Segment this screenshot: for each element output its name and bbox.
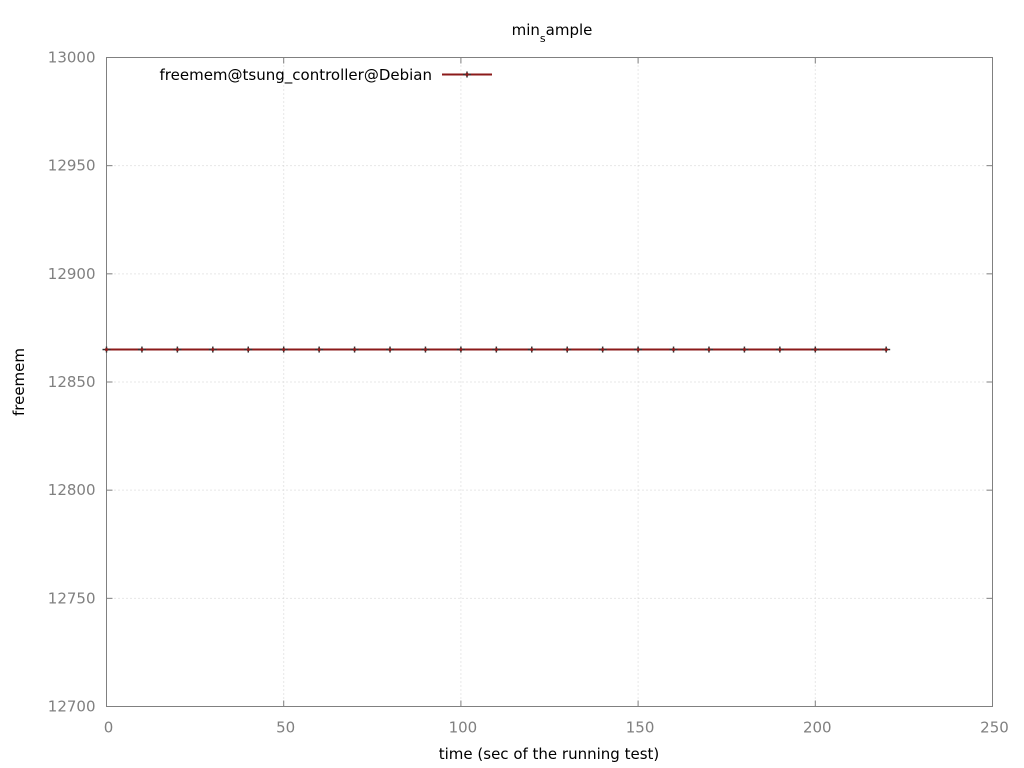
chart-title: minsample xyxy=(512,21,593,45)
data-point xyxy=(811,346,820,353)
data-point xyxy=(386,346,395,353)
marker-dot xyxy=(388,347,392,352)
marker-dot xyxy=(423,347,428,352)
marker-dot xyxy=(459,347,463,352)
data-point xyxy=(350,346,359,353)
marker-dot xyxy=(465,72,469,77)
marker-dot xyxy=(707,347,711,352)
legend-label: freemem@tsung_controller@Debian xyxy=(160,66,432,85)
data-point xyxy=(704,346,713,353)
y-tick-label: 12900 xyxy=(48,265,96,283)
legend: freemem@tsung_controller@Debian xyxy=(160,66,492,85)
marker-dot xyxy=(778,347,782,352)
x-tick-label: 0 xyxy=(104,719,114,737)
x-axis-title: time (sec of the running test) xyxy=(439,745,660,763)
data-point xyxy=(456,346,465,353)
x-tick-label: 150 xyxy=(626,719,655,737)
marker-dot xyxy=(884,347,888,352)
marker-dot xyxy=(671,347,676,352)
data-point xyxy=(421,346,430,353)
data-point xyxy=(634,346,643,353)
data-point xyxy=(102,346,111,353)
marker-dot xyxy=(352,347,357,352)
data-point xyxy=(315,346,324,353)
marker-dot xyxy=(494,347,498,352)
marker-dot xyxy=(601,347,605,352)
data-point xyxy=(244,346,253,353)
marker-dot xyxy=(317,347,321,352)
x-tick-label: 250 xyxy=(980,719,1009,737)
y-axis-title: freemem xyxy=(10,348,28,416)
x-tick-label: 200 xyxy=(803,719,832,737)
marker-dot xyxy=(140,347,144,352)
data-point xyxy=(740,346,749,353)
series xyxy=(102,346,891,353)
x-tick-label: 50 xyxy=(276,719,295,737)
data-point xyxy=(563,346,572,353)
y-tick-label: 12800 xyxy=(48,481,96,499)
data-point xyxy=(775,346,784,353)
marker-dot xyxy=(530,347,534,352)
data-point xyxy=(173,346,182,353)
marker-dot xyxy=(282,347,286,352)
data-point xyxy=(527,346,536,353)
data-point xyxy=(137,346,146,353)
legend-marker-point xyxy=(463,71,471,78)
y-tick-label: 12750 xyxy=(48,589,96,607)
marker-dot xyxy=(246,347,250,352)
data-point xyxy=(669,346,678,353)
data-point xyxy=(882,346,891,353)
data-point xyxy=(279,346,288,353)
data-point xyxy=(598,346,607,353)
data-point xyxy=(492,346,501,353)
marker-dot xyxy=(636,347,640,352)
marker-dot xyxy=(742,347,747,352)
marker-dot xyxy=(813,347,817,352)
y-tick-label: 12950 xyxy=(48,157,96,175)
marker-dot xyxy=(565,347,569,352)
x-axis: 0 50 100 150 200 250 xyxy=(104,57,1009,737)
y-tick-label: 12700 xyxy=(48,698,96,716)
grid xyxy=(106,57,993,707)
y-axis: 12700 12750 12800 12850 12900 12950 13000 xyxy=(48,49,993,716)
marker-dot xyxy=(211,347,215,352)
y-tick-label: 13000 xyxy=(48,49,96,67)
data-point xyxy=(208,346,217,353)
marker-dot xyxy=(175,347,179,352)
legend-swatch-marker xyxy=(463,71,471,78)
y-tick-label: 12850 xyxy=(48,373,96,391)
marker-dot xyxy=(104,347,109,352)
x-tick-label: 100 xyxy=(449,719,478,737)
